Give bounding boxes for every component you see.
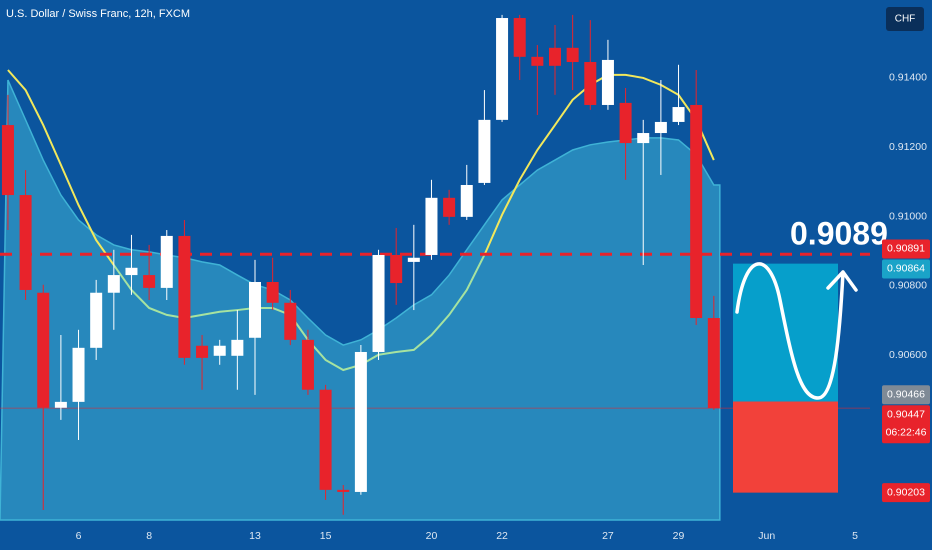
candle-body [513, 18, 526, 57]
candle-body [672, 107, 685, 122]
candle-body [566, 47, 579, 63]
price-label: 0.90447 [887, 409, 925, 421]
candle-body [619, 102, 632, 144]
price-label-box [882, 483, 930, 503]
candle-body [407, 257, 420, 262]
candle-body [160, 235, 173, 288]
forecast-arrow [735, 262, 858, 400]
candle-body [143, 275, 156, 288]
candle-body [213, 345, 226, 356]
x-tick-label: 15 [320, 530, 332, 542]
y-tick-label: 0.91400 [889, 72, 927, 84]
candle-body [337, 489, 350, 492]
price-label-box [882, 385, 930, 405]
candle-body [284, 302, 297, 340]
candle-body [54, 401, 67, 408]
candle-body [301, 339, 314, 390]
candle-body [372, 254, 385, 352]
candle-body [601, 59, 614, 105]
y-tick-label: 0.90800 [889, 280, 927, 292]
x-tick-label: 27 [602, 530, 614, 542]
candle-body [531, 56, 544, 66]
candle-body [390, 254, 403, 284]
y-tick-label: 0.91000 [889, 210, 927, 222]
x-tick-label: 6 [76, 530, 82, 542]
x-tick-label: 29 [673, 530, 685, 542]
candle-body [178, 235, 191, 358]
price-label-box [882, 259, 930, 279]
candle-body [460, 184, 473, 217]
candle-body [231, 339, 244, 356]
price-annotation: 0.9089 [790, 215, 888, 251]
y-tick-label: 0.90600 [889, 349, 927, 361]
x-tick-label: Jun [758, 530, 775, 542]
currency-button[interactable] [886, 7, 924, 31]
candle-body [19, 195, 32, 290]
candle-body [549, 47, 561, 66]
price-label: 0.90466 [887, 389, 925, 401]
candle-body [196, 345, 209, 358]
y-tick-label: 0.91200 [889, 141, 927, 153]
x-tick-label: 13 [249, 530, 261, 542]
candle-body [1, 125, 14, 196]
moving-average-line [483, 73, 715, 256]
candle-body [266, 281, 279, 303]
candle-body [90, 292, 103, 348]
candle-body [37, 292, 50, 408]
moving-average-line [7, 69, 115, 266]
x-tick-label: 5 [852, 530, 858, 542]
candle-body [354, 351, 367, 492]
countdown-label: 06:22:46 [886, 427, 927, 439]
candle-body [319, 389, 332, 490]
x-tick-label: 20 [426, 530, 438, 542]
price-label-box [882, 405, 930, 444]
price-label: 0.90864 [887, 263, 925, 275]
candle-body [443, 197, 456, 217]
candle-body [107, 275, 120, 293]
candle-body [584, 62, 597, 105]
candle-body [690, 104, 703, 319]
x-tick-label: 8 [146, 530, 152, 542]
stop-zone [733, 401, 838, 493]
price-label-box [882, 239, 930, 259]
x-tick-label: 22 [496, 530, 508, 542]
candle-body [637, 133, 650, 144]
plot-area: 0.9089 0.90600 0.90800 0.91000 0.91200 0.9140… [0, 14, 930, 542]
candle-body [707, 318, 720, 409]
candle-body [654, 121, 667, 134]
candle-body [478, 119, 491, 183]
chart-title: U.S. Dollar / Swiss Franc, 12h, FXCM [6, 8, 190, 20]
candle-body [72, 347, 85, 402]
price-label: 0.90891 [887, 243, 925, 255]
candle-body [425, 197, 438, 255]
candle-body [496, 18, 509, 120]
candle-body [125, 267, 138, 276]
candle-body [249, 281, 261, 338]
currency-button-label[interactable]: CHF [895, 14, 916, 25]
moving-average-line [113, 254, 486, 372]
band-area [0, 79, 721, 521]
price-label: 0.90203 [887, 486, 925, 498]
